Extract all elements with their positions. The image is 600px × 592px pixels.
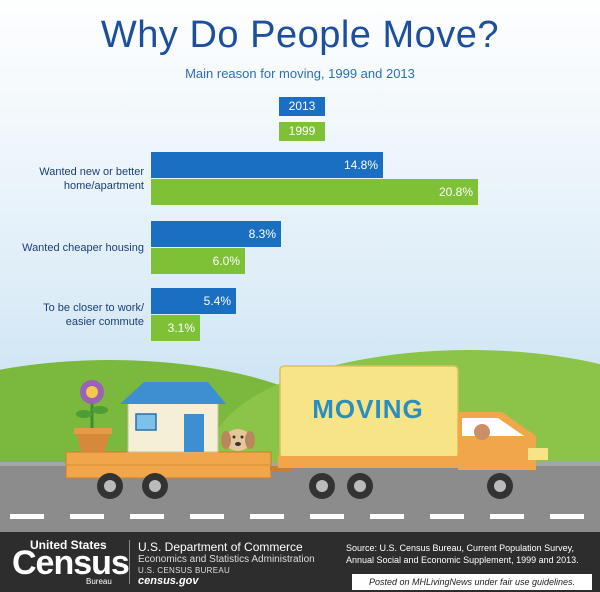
road-markings	[10, 514, 584, 519]
category-label: Wanted new or better home/apartment	[6, 165, 144, 193]
bar-2013: 8.3%	[151, 221, 281, 247]
category-label: Wanted cheaper housing	[6, 241, 144, 255]
bar-2013: 5.4%	[151, 288, 236, 314]
category-label-line: Wanted new or better	[39, 165, 144, 178]
bar-1999: 20.8%	[151, 179, 478, 205]
dog-icon	[221, 429, 255, 451]
house-icon	[120, 382, 226, 453]
data-label: 5.4%	[203, 294, 231, 308]
footer-divider	[129, 540, 130, 584]
chart-subtitle: Main reason for moving, 1999 and 2013	[185, 66, 415, 81]
data-label: 3.1%	[167, 321, 195, 335]
legend-1999: 1999	[279, 122, 325, 141]
bar-1999: 6.0%	[151, 248, 245, 274]
source-note: Source: U.S. Census Bureau, Current Popu…	[346, 543, 579, 565]
data-label: 8.3%	[248, 227, 276, 241]
truck-text: MOVING	[312, 394, 424, 424]
data-label: 20.8%	[438, 185, 473, 199]
category-label-line: home/apartment	[63, 179, 144, 192]
logo-main-text: Census	[12, 544, 130, 582]
truck	[278, 365, 548, 499]
legend-2013: 2013	[279, 97, 325, 116]
category-label: To be closer to work/easier commute	[6, 301, 144, 329]
data-label: 6.0%	[212, 254, 240, 268]
logo-top-text: United States	[30, 538, 107, 552]
posted-note: Posted on MHLivingNews under fair use gu…	[352, 574, 592, 590]
logo-bottom-text: Bureau	[86, 577, 112, 586]
bureau-text: U.S. CENSUS BUREAU	[138, 566, 231, 575]
website-link[interactable]: census.gov	[138, 575, 199, 587]
category-label-line: easier commute	[65, 315, 144, 328]
administration-text: Economics and Statistics Administration	[138, 554, 315, 565]
category-label-line: Wanted cheaper housing	[22, 241, 144, 254]
data-label: 14.8%	[343, 158, 378, 172]
flower-pot-icon	[74, 380, 112, 452]
department-text: U.S. Department of Commerce	[138, 540, 303, 554]
chart-title: Why Do People Move?	[100, 14, 500, 56]
category-label-line: To be closer to work/	[43, 301, 144, 314]
bar-2013: 14.8%	[151, 152, 383, 178]
bar-1999: 3.1%	[151, 315, 200, 341]
